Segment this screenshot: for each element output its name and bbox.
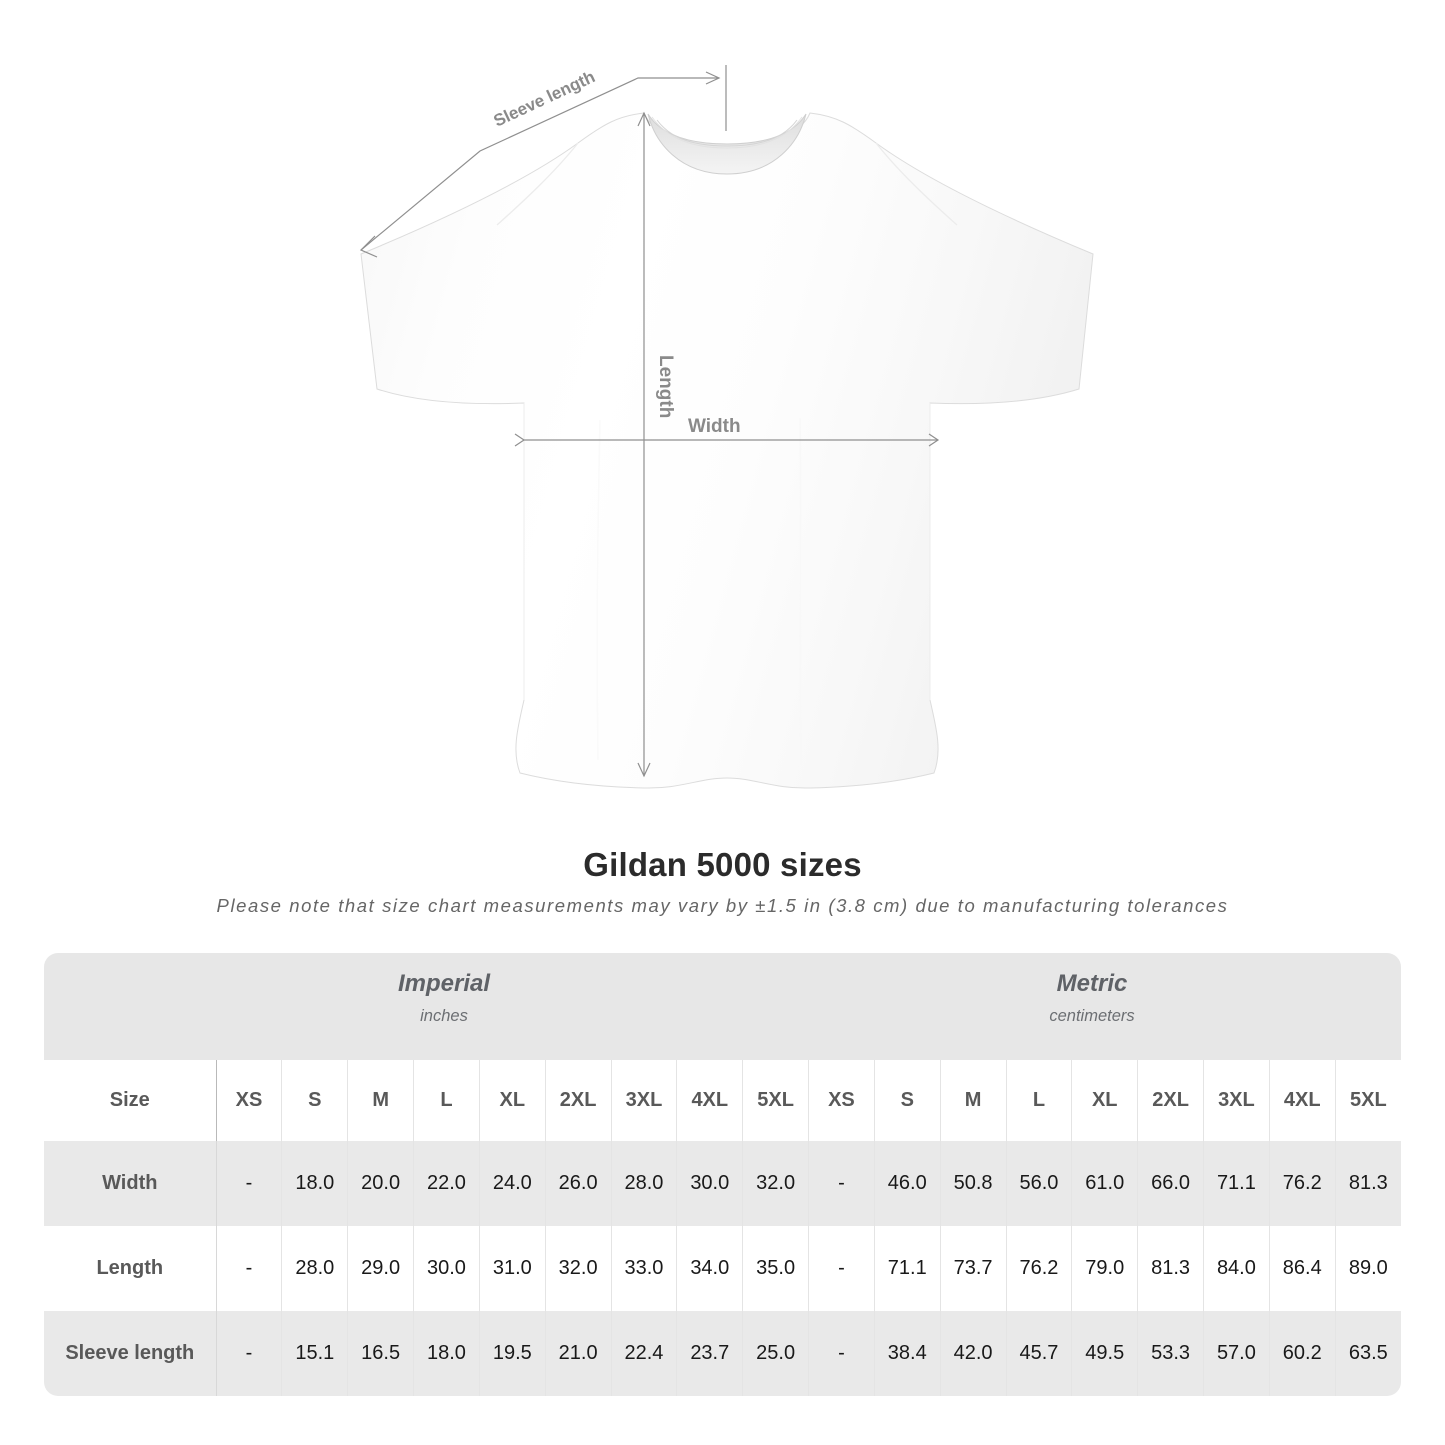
svg-text:Width: Width <box>688 416 741 437</box>
svg-text:Length: Length <box>655 355 676 418</box>
